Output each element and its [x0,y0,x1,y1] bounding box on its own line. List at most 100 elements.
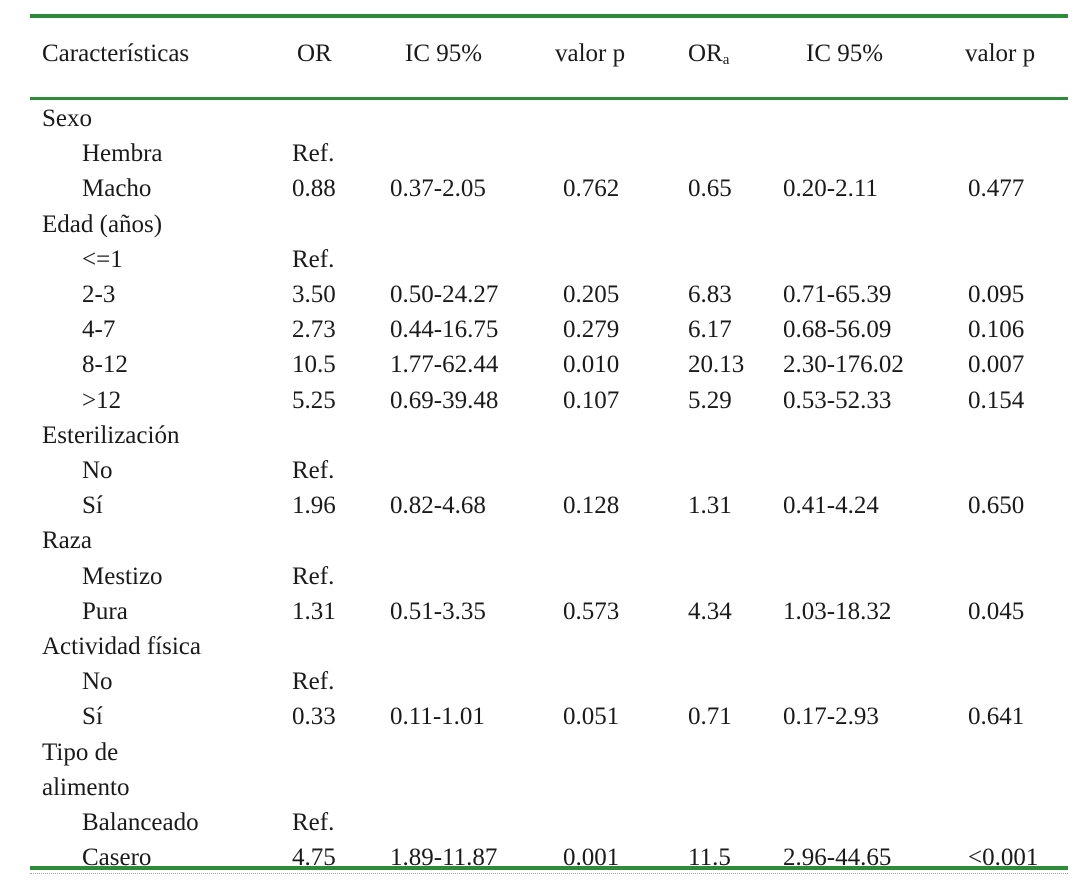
table-row: Balanceado Ref. [0,805,1085,840]
row-label: Hembra [82,140,163,168]
header-characteristics: Características [42,40,190,67]
ci-1-cell: 0.82-4.68 [390,492,486,520]
table-group-row: Esterilización [0,418,1085,453]
row-label: Pura [82,597,128,625]
table-top-rule [30,14,1068,18]
row-label: Sí [82,703,103,731]
header-ci-1: IC 95% [405,40,483,67]
p-value-2-cell: 0.641 [968,703,1025,731]
header-adjusted-or-subscript: a [722,52,730,68]
p-value-1-cell: 0.762 [563,175,620,203]
row-label: 2-3 [82,281,116,308]
table-group-row: alimento [0,770,1085,805]
ci-2-cell: 0.71-65.39 [783,281,892,308]
ci-2-cell: 0.17-2.93 [783,703,879,731]
or-cell: 3.50 [292,281,336,308]
or-cell: Ref. [292,562,335,590]
row-label: No [82,668,113,696]
or-cell: Ref. [292,140,335,168]
group-label: Raza [42,527,92,555]
table-row: Mestizo Ref. [0,559,1085,594]
group-label: Tipo de [42,738,119,766]
table-bottom-rule [30,866,1068,870]
table-group-row: Tipo de [0,735,1085,770]
ci-1-cell: 0.11-1.01 [390,703,485,731]
table-header: Características OR IC 95% valor p ORa IC… [0,40,1085,76]
table-header-rule [30,97,1068,100]
row-label: <=1 [82,245,123,273]
table-row: No Ref. [0,664,1085,699]
ci-1-cell: 1.77-62.44 [390,351,499,379]
or-cell: 0.33 [292,703,336,731]
p-value-1-cell: 0.010 [563,351,620,379]
table-row: Macho 0.88 0.37-2.05 0.762 0.65 0.20-2.11 0.47… [0,171,1085,206]
table-group-row: Actividad física [0,629,1085,664]
header-adjusted-or: ORa [688,40,729,69]
row-label: Macho [82,175,152,203]
group-label: Sexo [42,105,92,132]
table-row: No Ref. [0,453,1085,488]
group-label: Actividad física [42,633,201,660]
adjusted-or-cell: 6.83 [688,281,732,308]
p-value-2-cell: 0.007 [968,351,1025,379]
table-row: >12 5.25 0.69-39.48 0.107 5.29 0.53-52.33 0.15… [0,383,1085,418]
adjusted-or-cell: 4.34 [688,597,732,625]
ci-1-cell: 0.44-16.75 [390,316,499,344]
p-value-2-cell: 0.650 [968,492,1025,520]
or-cell: 1.96 [292,492,336,520]
or-cell: Ref. [292,668,335,696]
p-value-2-cell: 0.477 [968,175,1025,203]
ci-2-cell: 0.41-4.24 [783,492,879,520]
p-value-1-cell: 0.051 [563,703,620,731]
ci-2-cell: 0.53-52.33 [783,386,892,414]
table-row: 2-3 3.50 0.50-24.27 0.205 6.83 0.71-65.39 0.09… [0,277,1085,312]
table-group-row: Sexo [0,101,1085,136]
table-group-row: Raza [0,523,1085,558]
row-label: Balanceado [82,809,199,836]
or-cell: Ref. [292,809,335,836]
row-label: No [82,457,113,484]
or-cell: 5.25 [292,386,336,414]
header-p-value-1: valor p [555,40,626,67]
p-value-2-cell: 0.045 [968,597,1025,625]
ci-1-cell: 0.37-2.05 [390,175,486,203]
or-cell: 10.5 [292,351,336,379]
ci-1-cell: 0.50-24.27 [390,281,499,308]
or-cell: Ref. [292,245,335,273]
table-row: Sí 1.96 0.82-4.68 0.128 1.31 0.41-4.24 0.650 [0,488,1085,523]
row-label: 8-12 [82,351,128,379]
ci-1-cell: 0.51-3.35 [390,597,486,625]
p-value-1-cell: 0.107 [563,386,620,414]
table-row: Hembra Ref. [0,136,1085,171]
adjusted-or-cell: 6.17 [688,316,732,344]
ci-2-cell: 0.20-2.11 [783,175,878,203]
or-cell: 1.31 [292,597,336,625]
table-row: <=1 Ref. [0,242,1085,277]
p-value-2-cell: 0.106 [968,316,1025,344]
header-ci-2: IC 95% [806,40,884,67]
adjusted-or-cell: 0.71 [688,703,732,731]
p-value-2-cell: 0.154 [968,386,1025,414]
p-value-1-cell: 0.128 [563,492,620,520]
row-label: Mestizo [82,562,163,590]
p-value-2-cell: 0.095 [968,281,1025,308]
table-row: Sí 0.33 0.11-1.01 0.051 0.71 0.17-2.93 0.641 [0,699,1085,734]
p-value-1-cell: 0.279 [563,316,620,344]
row-label: Sí [82,492,103,520]
p-value-1-cell: 0.205 [563,281,620,308]
table-bottom-dotted-rule [30,873,1068,874]
header-or: OR [297,40,332,67]
row-label: >12 [82,386,122,414]
table-group-row: Edad (años) [0,207,1085,242]
group-label: alimento [42,773,130,801]
ci-2-cell: 0.68-56.09 [783,316,892,344]
table-row: 8-12 10.5 1.77-62.44 0.010 20.13 2.30-176.02 0… [0,347,1085,382]
p-value-1-cell: 0.573 [563,597,620,625]
adjusted-or-cell: 1.31 [688,492,732,520]
header-adjusted-or-base: OR [688,40,723,67]
table-row: 4-7 2.73 0.44-16.75 0.279 6.17 0.68-56.09 0.10… [0,312,1085,347]
group-label: Esterilización [42,421,180,449]
ci-1-cell: 0.69-39.48 [390,386,499,414]
row-label: 4-7 [82,316,116,344]
group-label: Edad (años) [42,210,163,238]
